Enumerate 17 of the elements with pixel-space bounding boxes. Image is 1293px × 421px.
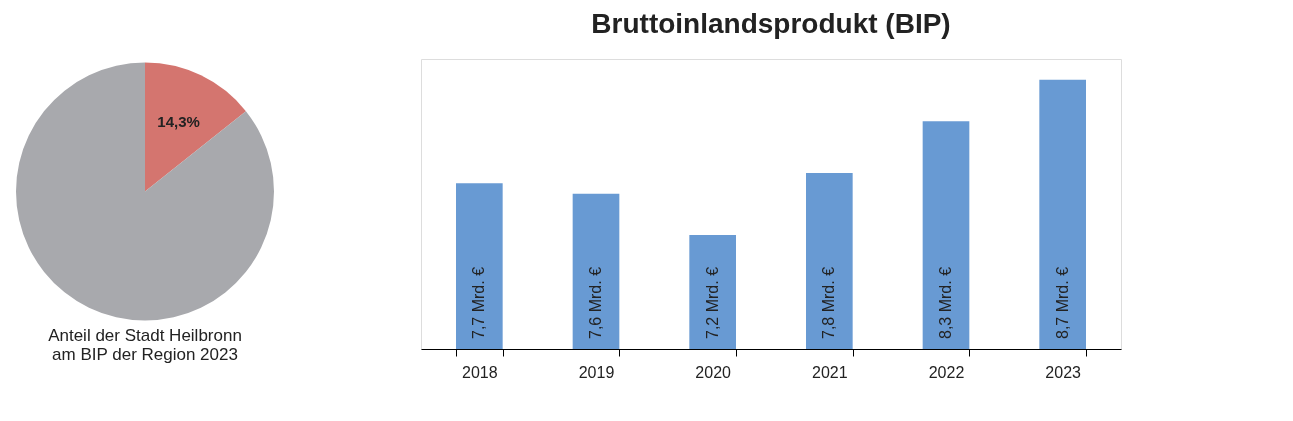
data-label: 7,7 Mrd. €	[470, 266, 488, 339]
x-tick-label: 2020	[695, 363, 732, 381]
pie-slice	[16, 62, 274, 321]
data-label: 7,6 Mrd. €	[587, 266, 604, 339]
text: Anteil der Stadt Heilbronn am BIP der Region 2023	[48, 326, 242, 364]
data-label: 14,3%	[157, 112, 200, 130]
data-label: 8,3 Mrd. €	[937, 266, 954, 339]
x-tick-label: 2022	[928, 363, 965, 381]
chart-title: Bruttoinlandsprodukt (BIP)	[591, 8, 951, 39]
pie-slice	[145, 62, 246, 192]
x-tick-label: 2018	[462, 363, 498, 381]
data-label: 8,7 Mrd. €	[1053, 266, 1071, 339]
x-tick-label: 2021	[812, 363, 848, 381]
x-tick-label: 2023	[1045, 363, 1082, 381]
x-tick-label: 2019	[578, 363, 615, 381]
data-label: 7,2 Mrd. €	[703, 266, 721, 339]
data-label: 7,8 Mrd. €	[820, 266, 838, 339]
